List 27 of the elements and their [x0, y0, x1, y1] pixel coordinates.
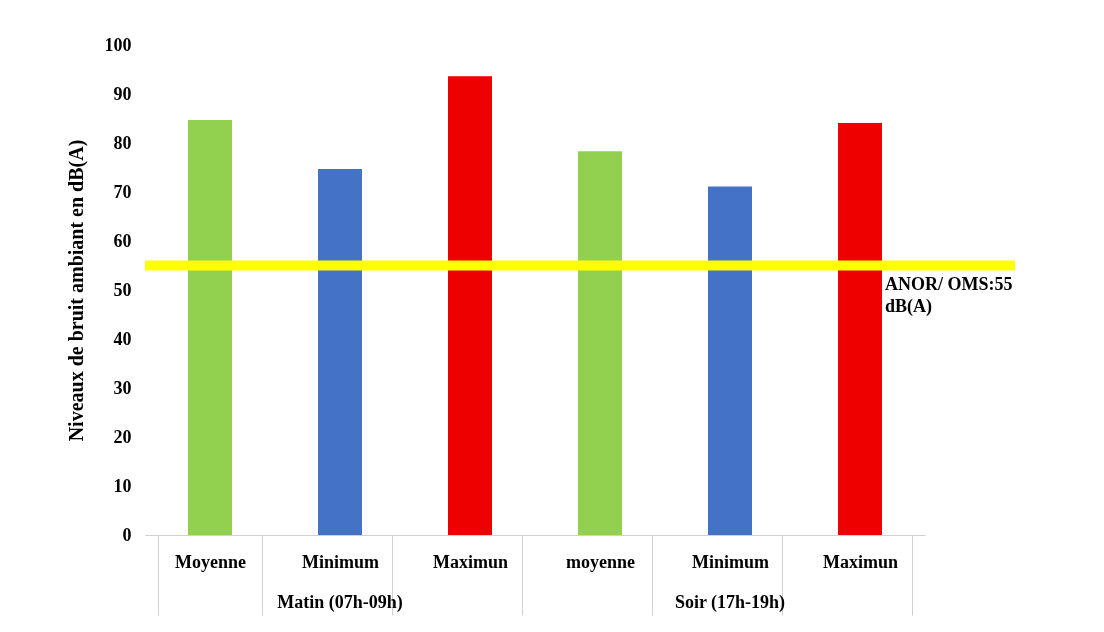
bar — [448, 76, 492, 535]
ref-line-label: ANOR/ OMS:55 dB(A) — [885, 273, 1013, 317]
x-tick-label: moyenne — [566, 551, 635, 572]
y-tick-label: 30 — [113, 377, 132, 398]
x-tick-label: Moyenne — [175, 551, 246, 572]
y-tick-label: 50 — [113, 279, 132, 300]
bar — [318, 168, 362, 535]
x-tick-label: Minimum — [301, 551, 380, 572]
y-tick-label: 40 — [113, 328, 132, 349]
y-tick-label: 100 — [104, 34, 132, 55]
bar — [188, 119, 232, 535]
x-tick-label: Minimum — [691, 551, 770, 572]
y-tick-label: 20 — [113, 426, 132, 447]
y-tick-label: 0 — [122, 524, 132, 545]
y-tick-label: 80 — [113, 132, 132, 153]
y-tick-label: 90 — [113, 83, 132, 104]
y-tick-label: 70 — [113, 181, 132, 202]
bar — [578, 151, 622, 535]
text: Soir (17h-19h) — [674, 592, 786, 613]
bar — [838, 122, 882, 535]
x-tick-label: Maximun — [432, 551, 509, 572]
x-tick-label: Maximun — [822, 551, 899, 572]
bar — [708, 186, 752, 535]
y-tick-label: 10 — [113, 475, 132, 496]
text: Matin (07h-09h) — [277, 592, 403, 613]
y-tick-label: 60 — [113, 230, 132, 251]
y-axis-title: Niveaux de bruit ambiant en dB(A) — [64, 139, 88, 442]
